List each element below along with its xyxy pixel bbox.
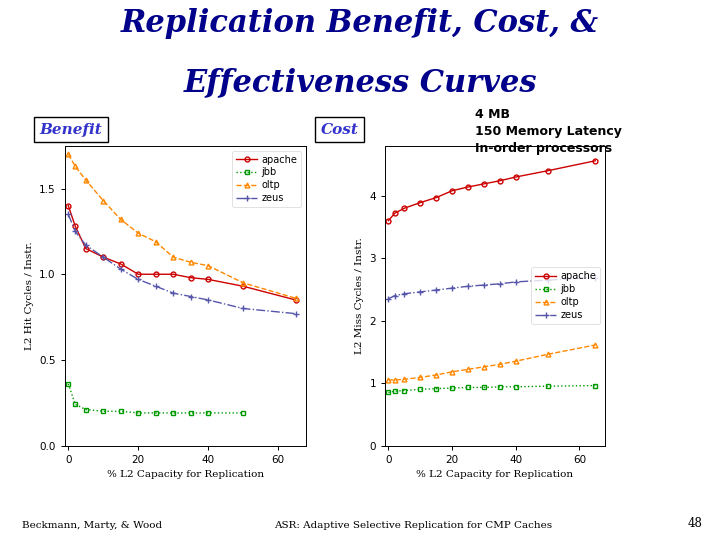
Y-axis label: L2 Miss Cycles / Instr.: L2 Miss Cycles / Instr. [355, 237, 364, 354]
Text: ASR: Adaptive Selective Replication for CMP Caches: ASR: Adaptive Selective Replication for … [274, 521, 552, 530]
Text: Beckmann, Marty, & Wood: Beckmann, Marty, & Wood [22, 521, 162, 530]
Text: Benefit: Benefit [40, 123, 102, 137]
Text: Effectiveness Curves: Effectiveness Curves [184, 68, 536, 98]
Legend: apache, jbb, oltp, zeus: apache, jbb, oltp, zeus [531, 267, 600, 324]
Text: Replication Benefit, Cost, &: Replication Benefit, Cost, & [121, 8, 599, 39]
Text: Cost: Cost [320, 123, 359, 137]
Legend: apache, jbb, oltp, zeus: apache, jbb, oltp, zeus [233, 151, 301, 207]
Text: 48: 48 [687, 517, 702, 530]
X-axis label: % L2 Capacity for Replication: % L2 Capacity for Replication [107, 470, 264, 479]
X-axis label: % L2 Capacity for Replication: % L2 Capacity for Replication [416, 470, 574, 479]
Y-axis label: L2 Hit Cycles / Instr.: L2 Hit Cycles / Instr. [24, 241, 34, 350]
Text: 4 MB
150 Memory Latency
In-order processors: 4 MB 150 Memory Latency In-order process… [475, 108, 622, 155]
